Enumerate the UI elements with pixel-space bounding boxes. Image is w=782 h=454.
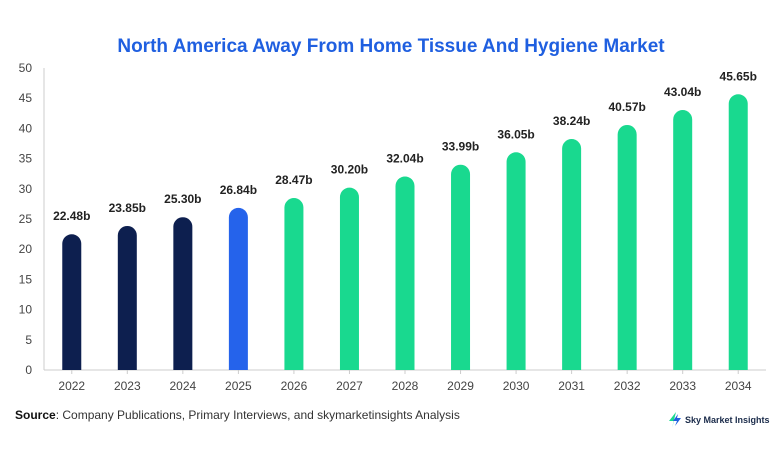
bar-2028 bbox=[395, 176, 415, 370]
bar-2022 bbox=[62, 234, 82, 370]
source-text: : Company Publications, Primary Intervie… bbox=[55, 408, 460, 422]
y-tick-label: 50 bbox=[19, 61, 33, 75]
x-tick-label: 2028 bbox=[392, 379, 419, 393]
brand-logo: Sky Market Insights bbox=[668, 412, 770, 428]
x-tick-label: 2025 bbox=[225, 379, 252, 393]
bar-2031 bbox=[562, 139, 582, 370]
x-axis: 2022 2023 2024 2025 2026 2027 2028 2029 2030 2031… bbox=[44, 369, 766, 393]
bar-2026 bbox=[284, 198, 304, 370]
y-tick-label: 10 bbox=[19, 303, 33, 317]
bar-2034 bbox=[728, 94, 748, 371]
source-note: Source: Company Publications, Primary In… bbox=[15, 408, 460, 422]
x-tick-label: 2030 bbox=[503, 379, 530, 393]
data-label-2023: 23.85b bbox=[109, 201, 146, 215]
data-label-2026: 28.47b bbox=[275, 173, 312, 187]
y-tick-label: 0 bbox=[25, 363, 32, 377]
y-tick-label: 40 bbox=[19, 121, 33, 135]
y-tick-label: 20 bbox=[19, 242, 33, 256]
data-label-2025: 26.84b bbox=[220, 183, 257, 197]
y-tick-label: 35 bbox=[19, 152, 33, 166]
data-label-2027: 30.20b bbox=[331, 163, 368, 177]
source-label: Source bbox=[15, 408, 56, 422]
x-tick-label: 2029 bbox=[447, 379, 474, 393]
y-tick-label: 15 bbox=[19, 272, 33, 286]
bar-2023 bbox=[117, 225, 137, 370]
chart-title: North America Away From Home Tissue And … bbox=[117, 36, 665, 57]
data-label-2034: 45.65b bbox=[720, 69, 757, 83]
bar-2029 bbox=[451, 164, 471, 370]
data-label-2022: 22.48b bbox=[53, 209, 90, 223]
y-tick-label: 30 bbox=[19, 182, 33, 196]
data-label-2024: 25.30b bbox=[164, 192, 201, 206]
data-label-2032: 40.57b bbox=[608, 100, 645, 114]
bar-2024 bbox=[173, 217, 193, 370]
bars bbox=[62, 94, 748, 371]
x-tick-label: 2034 bbox=[725, 379, 752, 393]
x-tick-label: 2023 bbox=[114, 379, 141, 393]
bar-2030 bbox=[506, 152, 526, 370]
data-label-2029: 33.99b bbox=[442, 140, 479, 154]
x-tick-label: 2022 bbox=[58, 379, 85, 393]
y-tick-label: 5 bbox=[25, 333, 32, 347]
x-tick-label: 2032 bbox=[614, 379, 641, 393]
data-label-2031: 38.24b bbox=[553, 114, 590, 128]
data-label-2028: 32.04b bbox=[386, 151, 423, 165]
y-tick-label: 25 bbox=[19, 212, 33, 226]
data-labels: 22.48b 23.85b 25.30b 26.84b 28.47b 30.20b 32.0… bbox=[53, 69, 757, 223]
y-tick-label: 45 bbox=[19, 91, 33, 105]
lightning-bolt-icon bbox=[669, 412, 681, 428]
bar-2033 bbox=[673, 110, 693, 371]
x-tick-label: 2026 bbox=[281, 379, 308, 393]
bar-2027 bbox=[339, 187, 359, 370]
x-tick-label: 2027 bbox=[336, 379, 363, 393]
x-tick-label: 2024 bbox=[169, 379, 196, 393]
data-label-2030: 36.05b bbox=[497, 127, 534, 141]
brand-name: Sky Market Insights bbox=[685, 415, 770, 425]
bar-2025 bbox=[228, 207, 248, 370]
x-tick-label: 2031 bbox=[558, 379, 585, 393]
bar-2032 bbox=[617, 124, 637, 370]
x-tick-label: 2033 bbox=[669, 379, 696, 393]
data-label-2033: 43.04b bbox=[664, 85, 701, 99]
y-axis: 0 5 10 15 20 25 30 35 40 45 50 bbox=[19, 61, 45, 377]
